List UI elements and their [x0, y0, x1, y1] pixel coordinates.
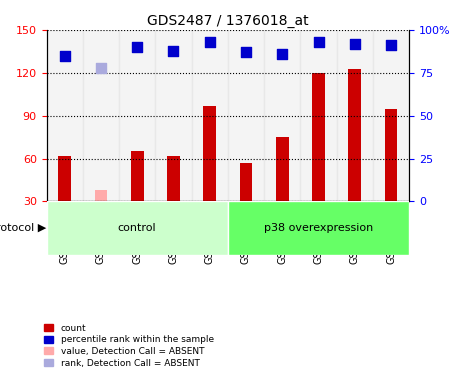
Point: [351, 41, 359, 47]
Point: [279, 51, 286, 57]
Bar: [228, 30, 264, 201]
Point: [387, 42, 395, 48]
Bar: [94, 190, 107, 201]
Bar: [300, 30, 337, 201]
Point: [242, 49, 250, 55]
Bar: [337, 30, 373, 201]
Legend: count, percentile rank within the sample, value, Detection Call = ABSENT, rank, : count, percentile rank within the sample…: [42, 321, 217, 370]
Bar: [119, 30, 155, 201]
Bar: [58, 156, 71, 201]
Bar: [348, 69, 361, 201]
Point: [133, 44, 141, 50]
Bar: [167, 156, 180, 201]
FancyBboxPatch shape: [228, 201, 409, 255]
Point: [97, 65, 105, 71]
Bar: [83, 30, 119, 201]
Bar: [373, 30, 409, 201]
Bar: [192, 30, 228, 201]
Text: p38 overexpression: p38 overexpression: [264, 223, 373, 233]
Point: [206, 39, 213, 45]
Bar: [276, 137, 289, 201]
Bar: [203, 106, 216, 201]
Title: GDS2487 / 1376018_at: GDS2487 / 1376018_at: [147, 13, 309, 28]
Bar: [131, 152, 144, 201]
Bar: [155, 30, 192, 201]
Bar: [239, 163, 252, 201]
Bar: [385, 109, 398, 201]
Point: [170, 48, 177, 54]
Bar: [264, 30, 300, 201]
Bar: [312, 73, 325, 201]
Point: [315, 39, 322, 45]
Text: control: control: [118, 223, 157, 233]
FancyBboxPatch shape: [46, 201, 228, 255]
Bar: [46, 30, 83, 201]
Text: protocol ▶: protocol ▶: [0, 223, 46, 233]
Point: [61, 53, 68, 59]
